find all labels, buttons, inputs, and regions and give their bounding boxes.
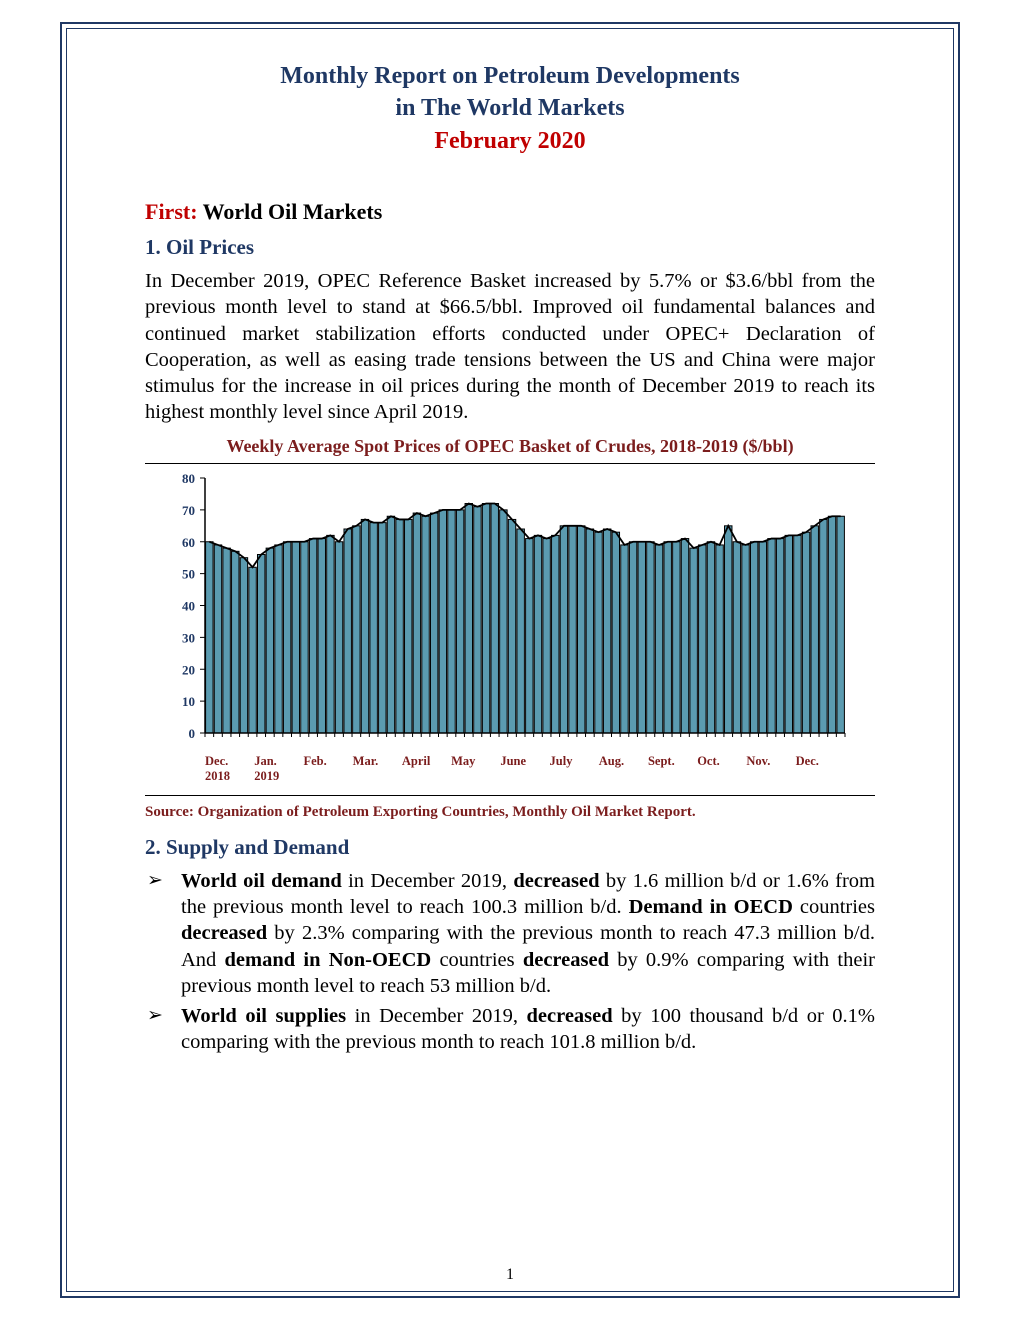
x-axis-labels: Dec. 2018Jan. 2019Feb.Mar.AprilMayJuneJu… bbox=[155, 754, 865, 785]
bold-span: Demand in OECD bbox=[629, 896, 793, 918]
x-label: Sept. bbox=[648, 754, 697, 785]
bullet-item: World oil supplies in December 2019, dec… bbox=[169, 1003, 875, 1055]
title-line-1: Monthly Report on Petroleum Developments bbox=[145, 60, 875, 92]
svg-text:20: 20 bbox=[182, 662, 195, 677]
svg-text:10: 10 bbox=[182, 694, 195, 709]
svg-text:70: 70 bbox=[182, 502, 195, 517]
paragraph-oil-prices: In December 2019, OPEC Reference Basket … bbox=[145, 268, 875, 425]
bullet-item: World oil demand in December 2019, decre… bbox=[169, 868, 875, 999]
x-label: Oct. bbox=[697, 754, 746, 785]
svg-text:0: 0 bbox=[189, 726, 196, 741]
title-block: Monthly Report on Petroleum Developments… bbox=[145, 60, 875, 157]
bold-span: World oil supplies bbox=[181, 1005, 346, 1027]
svg-text:30: 30 bbox=[182, 630, 195, 645]
section-label-black: World Oil Markets bbox=[198, 199, 383, 224]
x-label: July bbox=[550, 754, 599, 785]
subheading-supply-demand: 2. Supply and Demand bbox=[145, 835, 875, 860]
svg-text:80: 80 bbox=[182, 472, 195, 486]
chart-rule-bottom bbox=[145, 795, 875, 796]
title-line-2: in The World Markets bbox=[145, 92, 875, 124]
title-date: February 2020 bbox=[145, 125, 875, 157]
x-label: Mar. bbox=[353, 754, 402, 785]
bold-span: decreased bbox=[527, 1005, 613, 1027]
x-label: Dec. bbox=[796, 754, 845, 785]
bar-chart: 0 10 20 30 40 50 60 70 80 bbox=[155, 472, 855, 751]
svg-text:50: 50 bbox=[182, 566, 195, 581]
bold-span: decreased bbox=[523, 949, 609, 971]
bullet-list: World oil demand in December 2019, decre… bbox=[145, 868, 875, 1056]
bold-span: decreased bbox=[513, 870, 599, 892]
bold-span: demand in Non-OECD bbox=[225, 949, 432, 971]
x-label: Nov. bbox=[746, 754, 795, 785]
chart-source: Source: Organization of Petroleum Export… bbox=[145, 804, 875, 821]
bold-span: World oil demand bbox=[181, 870, 342, 892]
subheading-oil-prices: 1. Oil Prices bbox=[145, 235, 875, 260]
chart-title: Weekly Average Spot Prices of OPEC Baske… bbox=[145, 436, 875, 457]
section-label-red: First: bbox=[145, 199, 198, 224]
x-label: May bbox=[451, 754, 500, 785]
x-label: Feb. bbox=[303, 754, 352, 785]
svg-text:40: 40 bbox=[182, 598, 195, 613]
x-label: June bbox=[500, 754, 549, 785]
svg-text:60: 60 bbox=[182, 534, 195, 549]
x-label: April bbox=[402, 754, 451, 785]
x-label: Jan. 2019 bbox=[254, 754, 303, 785]
page-number: 1 bbox=[0, 1266, 1020, 1284]
page-content: Monthly Report on Petroleum Developments… bbox=[145, 60, 875, 1270]
chart-container: 0 10 20 30 40 50 60 70 80 Dec. 2018Jan. 2019Feb.… bbox=[145, 464, 875, 789]
section-heading: First: World Oil Markets bbox=[145, 199, 875, 225]
x-label: Aug. bbox=[599, 754, 648, 785]
bold-span: decreased bbox=[181, 922, 267, 944]
x-label: Dec. 2018 bbox=[205, 754, 254, 785]
